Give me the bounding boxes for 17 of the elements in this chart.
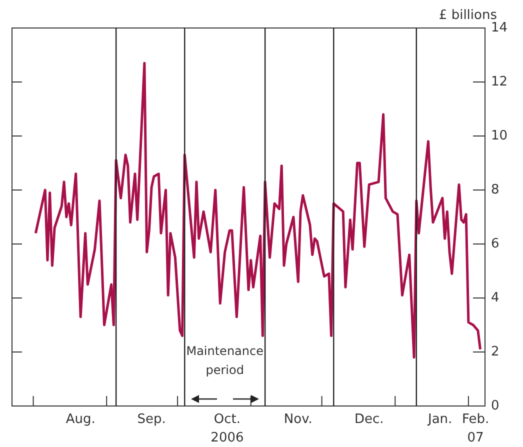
annotation: Maintenance period: [186, 344, 264, 378]
y-tick-label: 12: [491, 74, 508, 90]
y-tick-label: 6: [491, 236, 500, 252]
x-tick-label: Oct. 2006: [210, 412, 244, 446]
x-tick-label: Feb. 07: [462, 412, 490, 446]
y-axis-title: £ billions: [438, 8, 498, 23]
x-tick-label: Dec.: [354, 412, 384, 427]
y-tick-label: 4: [491, 290, 500, 306]
y-tick-label: 14: [491, 20, 508, 36]
x-tick-label: Nov.: [284, 412, 312, 427]
y-tick-label: 0: [491, 398, 500, 414]
x-tick-label: Sep.: [137, 412, 166, 427]
x-tick-label: Aug.: [66, 412, 96, 427]
y-tick-label: 10: [491, 128, 508, 144]
x-tick-label: Jan.: [426, 412, 452, 427]
y-tick-label: 8: [491, 182, 500, 198]
y-tick-label: 2: [491, 344, 500, 360]
